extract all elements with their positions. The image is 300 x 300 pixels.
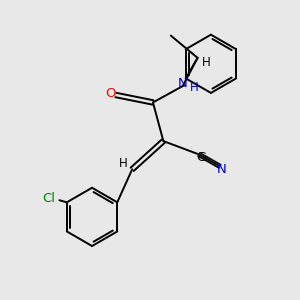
Text: H: H <box>202 56 210 69</box>
Text: Cl: Cl <box>43 192 56 205</box>
Text: N: N <box>178 76 188 90</box>
Text: O: O <box>105 87 116 100</box>
Text: N: N <box>217 163 226 176</box>
Text: C: C <box>196 151 205 164</box>
Text: H: H <box>119 158 128 170</box>
Text: H: H <box>190 81 198 94</box>
